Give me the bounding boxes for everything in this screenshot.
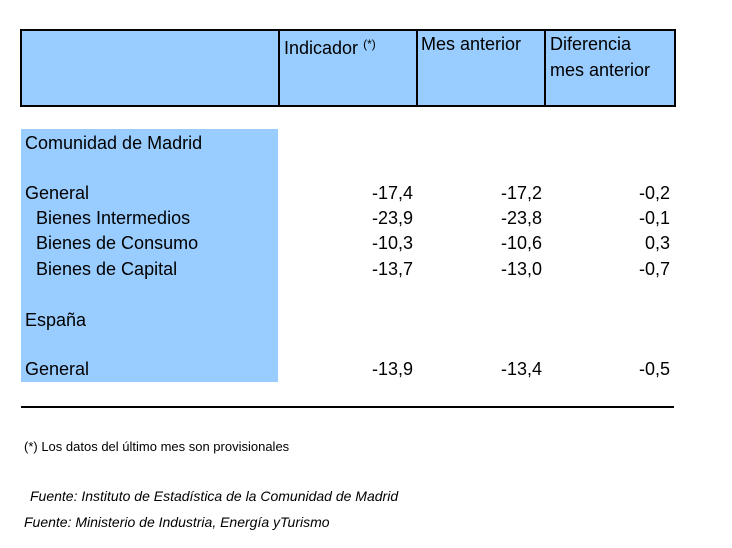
cell-diferencia: 0,3 [644, 233, 670, 253]
cell-diferencia: -0,1 [638, 208, 670, 228]
row-label: Bienes de Capital [36, 259, 178, 279]
row-label: Bienes de Consumo [36, 233, 199, 253]
header-mes-anterior: Mes anterior [421, 34, 522, 54]
table-header: Indicador (*) Mes anterior Diferencia me… [20, 29, 676, 107]
cell-mes-anterior: -13,0 [500, 259, 542, 279]
cell-diferencia: -0,5 [638, 359, 670, 379]
table-bottom-rule [21, 406, 674, 408]
header-divider [416, 31, 418, 105]
cell-indicador: -17,4 [371, 183, 413, 203]
cell-diferencia: -0,2 [638, 183, 670, 203]
cell-indicador: -10,3 [371, 233, 413, 253]
header-diferencia-line2: mes anterior [550, 60, 651, 80]
cell-mes-anterior: -13,4 [500, 359, 542, 379]
row-label: General [25, 359, 90, 379]
section-title-espana: España [25, 310, 87, 330]
cell-indicador: -13,9 [371, 359, 413, 379]
cell-indicador: -23,9 [371, 208, 413, 228]
header-divider [278, 31, 280, 105]
row-label: Bienes Intermedios [36, 208, 191, 228]
header-indicador: Indicador (*) [284, 35, 376, 63]
source-line: Fuente: Ministerio de Industria, Energía… [24, 514, 330, 530]
source-line: Fuente: Instituto de Estadística de la C… [30, 488, 399, 504]
header-indicador-footnote-mark: (*) [363, 37, 376, 51]
header-indicador-label: Indicador [284, 38, 359, 58]
cell-mes-anterior: -23,8 [500, 208, 542, 228]
cell-indicador: -13,7 [371, 259, 413, 279]
row-label: General [25, 183, 90, 203]
header-diferencia-line1: Diferencia [550, 34, 632, 54]
cell-mes-anterior: -17,2 [500, 183, 542, 203]
footnote: (*) Los datos del último mes son provisi… [24, 439, 290, 454]
cell-mes-anterior: -10,6 [500, 233, 542, 253]
header-divider [544, 31, 546, 105]
row-label-band [21, 129, 278, 382]
cell-diferencia: -0,7 [638, 259, 670, 279]
section-title-madrid: Comunidad de Madrid [25, 133, 203, 153]
